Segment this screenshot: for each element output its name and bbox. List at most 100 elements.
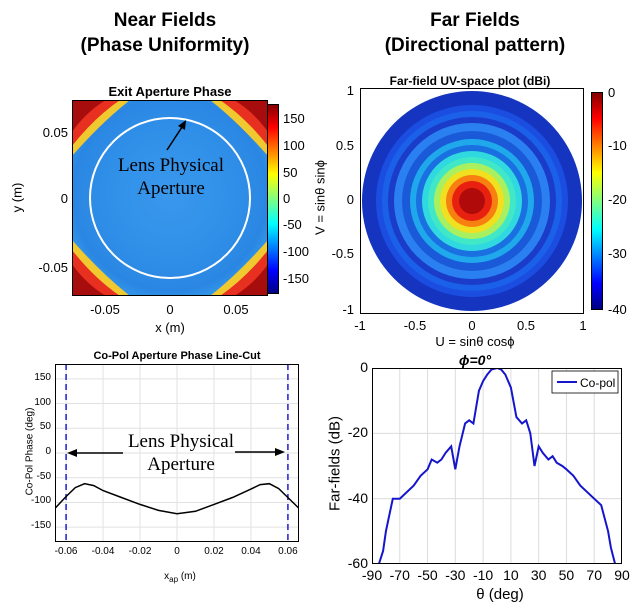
near-fields-header-line2: (Phase Uniformity)	[80, 35, 250, 56]
linecut-xtick: -0.02	[128, 546, 152, 557]
ap-cbar-tick-3: 50	[283, 165, 298, 180]
farfield-ytick: -40	[347, 489, 368, 506]
farfield-ytick: -20	[347, 424, 368, 441]
farfield-xtick: -90	[361, 567, 383, 583]
linecut-plot	[55, 364, 299, 542]
ap-xtick-3: 0.05	[223, 302, 249, 317]
uv-ytick-3: 0	[346, 192, 354, 207]
uv-ytick-5: -1	[342, 302, 354, 317]
ap-ytick-1: 0.05	[42, 125, 68, 140]
far-fields-header-line1: Far Fields	[430, 10, 520, 31]
lens-aperture-label-2-line1: Lens Physical	[127, 431, 235, 452]
lens-aperture-label-1-line1: Lens Physical	[117, 155, 225, 176]
uv-cbar-tick-5: -40	[608, 302, 627, 317]
linecut-ytick: 50	[39, 421, 51, 433]
lens-aperture-label-1: Lens Physical Aperture	[96, 154, 246, 200]
uv-ytick-1: 1	[346, 83, 354, 98]
farfield-ylabel: Far-fields (dB)	[326, 415, 344, 512]
farfield-frame	[372, 368, 622, 564]
lens-aperture-label-1-line2: Aperture	[137, 178, 205, 199]
phase-corner-bl	[72, 240, 130, 296]
farfield-cut-plot: Co-pol	[372, 368, 622, 564]
uv-xtick-3: 0	[468, 318, 476, 333]
linecut-xtick: 0.02	[204, 546, 224, 557]
ap-ytick-3: -0.05	[38, 260, 68, 275]
farfield-grid	[372, 368, 622, 564]
farfield-xtick: 10	[503, 567, 519, 583]
farfield-xtick: 50	[558, 567, 575, 583]
linecut-xtick: -0.06	[54, 546, 78, 557]
far-fields-header-line2: (Directional pattern)	[384, 35, 566, 56]
farfield-ytick: 0	[360, 359, 368, 375]
lens-aperture-arrowhead	[178, 120, 186, 130]
uv-xtick-5: 1	[579, 318, 587, 333]
lens-aperture-circle	[89, 117, 251, 279]
lens-aperture-label-2-line2: Aperture	[147, 454, 215, 475]
far-fields-header: Far Fields (Directional pattern)	[355, 8, 595, 58]
linecut-xtick: 0	[174, 546, 180, 557]
uv-cbar-tick-3: -20	[608, 192, 627, 207]
lens-aperture-label-2: Lens Physical Aperture	[106, 430, 256, 476]
ap-cbar-tick-5: -50	[283, 217, 302, 232]
uv-xtick-1: -1	[354, 318, 366, 333]
ap-ytick-2: 0	[60, 191, 68, 206]
farfield-xtick: -70	[389, 567, 410, 583]
aperture-phase-field	[72, 100, 268, 296]
uv-xlabel: U = sinθ cosϕ	[435, 334, 515, 349]
linecut-ytick: 150	[34, 371, 51, 383]
phase-corner-tl	[72, 100, 130, 156]
dbi-colorbar	[591, 92, 603, 310]
uv-cbar-tick-2: -10	[608, 138, 627, 153]
lens-aperture-arrow	[166, 123, 185, 151]
aperture-phase-title: Exit Aperture Phase	[108, 84, 232, 99]
near-fields-header-line1: Near Fields	[113, 10, 217, 31]
ap-cbar-tick-6: -100	[283, 244, 310, 259]
uv-xtick-2: -0.5	[403, 318, 427, 333]
uv-ytick-4: -0.5	[331, 246, 354, 261]
uv-cbar-tick-1: 0	[608, 85, 616, 100]
uv-ylabel: V = sinθ sinϕ	[312, 160, 328, 235]
linecut-xlabel: xap (m)	[164, 571, 196, 584]
ap-ylabel: y (m)	[9, 182, 25, 213]
farfield-legend-label: Co-pol	[580, 376, 615, 390]
linecut-ytick: 0	[45, 446, 51, 457]
near-fields-header: Near Fields (Phase Uniformity)	[45, 8, 285, 58]
uv-plot	[360, 88, 584, 314]
linecut-ytick: -150	[30, 520, 51, 532]
linecut-xtick: -0.04	[91, 546, 115, 557]
farfield-xtick: 90	[614, 567, 630, 583]
ap-cbar-tick-1: 150	[283, 111, 305, 126]
farfield-xtick: 70	[586, 567, 602, 583]
ap-cbar-tick-2: 100	[283, 138, 305, 153]
aperture-phase-heatmap	[72, 100, 268, 296]
uv-ring-pattern	[362, 91, 582, 311]
farfield-xtick: -50	[417, 567, 438, 583]
linecut-series-line	[55, 482, 299, 515]
phase-corner-br	[210, 240, 268, 296]
ap-xtick-2: 0	[166, 302, 174, 317]
uv-ytick-2: 0.5	[335, 138, 354, 153]
linecut-xtick: 0.06	[278, 546, 298, 557]
linecut-left-arrowhead	[67, 449, 77, 457]
farfield-xtick: -30	[445, 567, 466, 583]
linecut-ytick: -50	[36, 470, 51, 482]
uv-cbar-tick-4: -30	[608, 246, 627, 261]
copol-series-line	[372, 368, 622, 564]
ap-xlabel: x (m)	[155, 320, 185, 335]
farfield-xtick: -10	[472, 567, 494, 583]
linecut-grid	[55, 364, 299, 542]
linecut-right-arrowhead	[275, 448, 285, 456]
phase-colorbar	[267, 104, 279, 294]
uv-plot-title: Far-field UV-space plot (dBi)	[389, 74, 551, 88]
farfield-cut-title: ϕ=0°	[458, 352, 492, 368]
linecut-xtick: 0.04	[241, 546, 261, 557]
farfield-xlabel: θ (deg)	[476, 586, 524, 603]
ap-cbar-tick-7: -150	[283, 271, 310, 286]
farfield-legend	[551, 370, 619, 394]
linecut-frame	[55, 364, 299, 542]
linecut-ytick: -100	[30, 495, 51, 507]
linecut-ylabel: Co-Pol Phase (deg)	[24, 407, 36, 496]
linecut-title: Co-Pol Aperture Phase Line-Cut	[93, 350, 261, 362]
farfield-ytick: -60	[347, 555, 368, 571]
ap-xtick-1: -0.05	[90, 302, 120, 317]
